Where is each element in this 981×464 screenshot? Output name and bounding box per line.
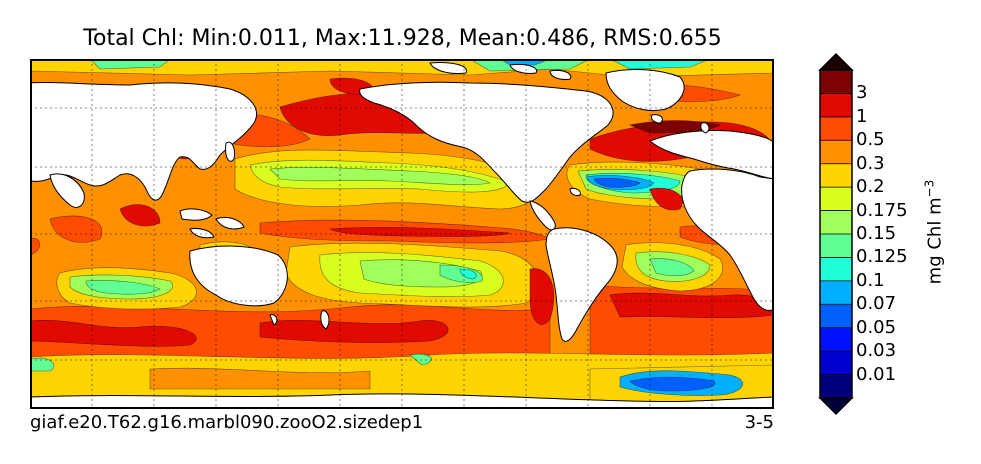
chlorophyll-map — [30, 59, 774, 409]
colorbar-label-text: mg Chl m — [924, 197, 946, 285]
map-gridlines — [30, 59, 774, 409]
colorbar-band — [820, 210, 852, 235]
colorbar-tick-label: 0.5 — [856, 129, 885, 151]
run-label: giaf.e20.T62.g16.marbl090.zooO2.sizedep1 — [30, 412, 424, 433]
land-south-america — [545, 227, 618, 342]
land-asia-west — [30, 81, 257, 201]
map-frame — [30, 59, 774, 409]
colorbar — [818, 52, 854, 416]
colorbar-band — [820, 163, 852, 188]
land-north-america — [359, 81, 614, 203]
colorbar-tick-label: 0.05 — [856, 316, 897, 338]
colorbar-band — [820, 187, 852, 212]
figure-title: Total Chl: Min:0.011, Max:11.928, Mean:0… — [83, 26, 722, 51]
season-label: 3-5 — [744, 412, 774, 433]
colorbar-band — [820, 140, 852, 165]
colorbar-tick-label: 3 — [856, 82, 868, 104]
colorbar-band — [820, 327, 852, 352]
land-masses — [30, 62, 774, 409]
colorbar-tick-label: 0.03 — [856, 340, 897, 362]
colorbar-tick-label: 1 — [856, 105, 868, 127]
colorbar-frame — [819, 69, 853, 399]
colorbar-tick-label: 0.15 — [856, 223, 897, 244]
colorbar-tick-label: 0.01 — [856, 363, 897, 385]
colorbar-band — [820, 93, 852, 118]
land-indonesia — [179, 208, 213, 221]
colorbar-band — [820, 257, 852, 282]
colorbar-tick-label: 0.3 — [856, 152, 885, 174]
colorbar-tick-label: 0.125 — [856, 246, 908, 268]
land-australia — [189, 245, 288, 307]
land-africa — [681, 168, 774, 312]
land-new-zealand — [320, 310, 330, 330]
colorbar-under-arrow — [818, 397, 854, 416]
colorbar-tick-label: 0.1 — [856, 269, 885, 291]
colorbar-band — [820, 304, 852, 329]
colorbar-tick-label: 0.175 — [856, 199, 908, 221]
colorbar-over-arrow — [818, 52, 854, 71]
colorbar-tick-label: 0.2 — [856, 176, 885, 198]
colorbar-band — [820, 70, 852, 94]
colorbar-band — [820, 280, 852, 305]
colorbar-band — [820, 234, 852, 258]
colorbar-band — [820, 374, 852, 399]
colorbar-band — [820, 351, 852, 376]
colorbar-label: mg Chl m−3 — [923, 180, 946, 285]
land-japan — [225, 141, 235, 162]
land-greenland — [605, 69, 685, 112]
colorbar-band — [820, 116, 852, 141]
land-south-asia — [49, 173, 85, 208]
colorbar-label-exponent: −3 — [922, 179, 937, 198]
colorbar-tick-label: 0.07 — [856, 293, 897, 315]
